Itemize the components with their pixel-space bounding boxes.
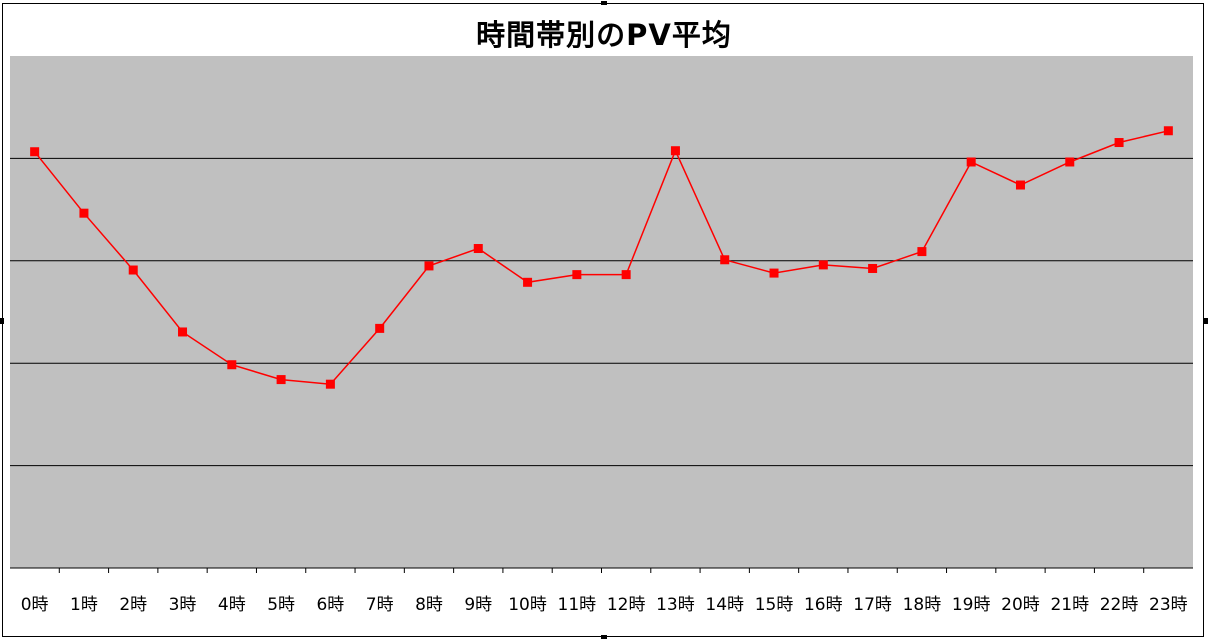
x-tick-label: 23時 — [1149, 595, 1188, 615]
data-point — [276, 375, 286, 385]
data-point — [375, 323, 385, 333]
resize-handle-bottom[interactable] — [601, 635, 607, 639]
data-point — [917, 247, 927, 257]
data-point — [769, 268, 779, 278]
x-axis-ticks — [58, 568, 1145, 573]
resize-handle-right[interactable] — [1204, 318, 1208, 324]
data-point — [572, 270, 582, 280]
data-point — [670, 146, 680, 156]
data-point — [1065, 157, 1075, 167]
data-point — [79, 208, 89, 218]
x-tick-label: 4時 — [218, 595, 246, 615]
data-point — [424, 261, 434, 271]
x-tick-label: 20時 — [1001, 595, 1040, 615]
data-point — [325, 379, 335, 389]
x-tick-label: 0時 — [21, 595, 49, 615]
x-tick-label: 22時 — [1100, 595, 1139, 615]
x-tick-label: 2時 — [119, 595, 147, 615]
x-tick-label: 7時 — [366, 595, 394, 615]
x-tick-label: 12時 — [607, 595, 646, 615]
x-tick-label: 1時 — [70, 595, 98, 615]
data-point — [966, 157, 976, 167]
chart-title: 時間帯別のPV平均 — [476, 18, 732, 52]
x-tick-label: 3時 — [169, 595, 197, 615]
x-tick-label: 13時 — [656, 595, 695, 615]
data-point — [720, 255, 730, 265]
x-tick-label: 21時 — [1050, 595, 1089, 615]
x-tick-label: 19時 — [952, 595, 991, 615]
x-tick-label: 16時 — [804, 595, 843, 615]
x-tick-label: 8時 — [415, 595, 443, 615]
data-point — [1015, 180, 1025, 190]
data-point — [227, 360, 237, 370]
x-tick-label: 9時 — [464, 595, 492, 615]
data-point — [1163, 126, 1173, 136]
x-tick-label: 15時 — [755, 595, 794, 615]
data-point — [1114, 138, 1124, 148]
series-layer — [30, 126, 1173, 389]
data-point — [818, 260, 828, 270]
data-point — [621, 270, 631, 280]
data-point — [868, 263, 878, 273]
plot-area — [10, 56, 1193, 568]
x-tick-label: 11時 — [558, 595, 597, 615]
data-point — [128, 265, 138, 275]
x-tick-label: 18時 — [903, 595, 942, 615]
x-tick-label: 10時 — [508, 595, 547, 615]
series-line — [34, 130, 1169, 385]
data-point — [178, 327, 188, 337]
data-point — [523, 277, 533, 287]
resize-handle-left[interactable] — [0, 318, 4, 324]
x-tick-label: 14時 — [705, 595, 744, 615]
data-point — [30, 147, 40, 157]
x-tick-label: 17時 — [853, 595, 892, 615]
resize-handle-top[interactable] — [601, 1, 607, 5]
data-point — [473, 244, 483, 254]
x-tick-label: 6時 — [316, 595, 344, 615]
x-tick-label: 5時 — [267, 595, 295, 615]
x-axis-labels: 0時 1時 2時 3時 4時 5時 6時 7時 8時 9時 10時 11時 12時 13時 14時 15時 16… — [21, 595, 1188, 615]
